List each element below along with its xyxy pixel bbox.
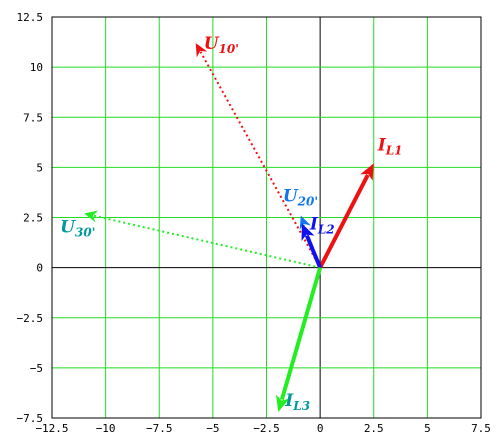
label-main: U <box>60 217 76 237</box>
vector-line-IL1 <box>318 174 370 269</box>
vector-line-U30 <box>93 214 321 269</box>
y-tick-label: 5 <box>36 161 43 174</box>
vector-U10 <box>195 43 321 269</box>
vector-IL1 <box>318 163 374 269</box>
arrowhead-U30 <box>84 210 99 223</box>
vector-IL2 <box>301 223 322 269</box>
arrowhead-U20 <box>299 215 311 230</box>
x-tick-label: −7.5 <box>146 422 173 435</box>
y-tick-label: 0 <box>36 262 43 275</box>
label-main: U <box>204 34 220 54</box>
label-U30: U30' <box>60 217 95 239</box>
label-main: U <box>283 186 299 206</box>
vectors <box>84 43 374 412</box>
vector-line-U10 <box>199 51 321 269</box>
arrowhead-IL1 <box>360 163 374 181</box>
y-axis: 12.5 10 7.5 5 2.5 0 −2.5 −5 −7.5 <box>17 11 44 425</box>
x-tick-label: 0 <box>317 422 324 435</box>
vector-IL3 <box>276 267 323 412</box>
label-main: I <box>284 391 294 411</box>
label-sub: L2 <box>317 223 335 237</box>
x-tick-label: −12.5 <box>35 422 68 435</box>
label-main: I <box>377 135 387 155</box>
x-tick-label: −5 <box>206 422 219 435</box>
arrowhead-IL3 <box>276 394 290 412</box>
x-tick-label: −2.5 <box>253 422 280 435</box>
y-tick-label: −7.5 <box>17 412 44 425</box>
label-sub: 30' <box>75 225 95 239</box>
y-tick-label: 12.5 <box>17 11 44 24</box>
label-IL3: IL3 <box>284 391 310 413</box>
x-tick-label: −10 <box>96 422 116 435</box>
y-tick-label: 10 <box>30 61 43 74</box>
x-tick-label: 7.5 <box>471 422 491 435</box>
vector-line-IL3 <box>279 267 323 401</box>
label-sub: 10' <box>219 42 239 56</box>
label-U10: U10' <box>204 34 239 56</box>
y-tick-label: −5 <box>30 362 43 375</box>
label-main: I <box>309 215 319 235</box>
label-IL2: IL2 <box>309 215 335 237</box>
x-axis: −12.5 −10 −7.5 −5 −2.5 0 2.5 5 7.5 <box>35 422 491 435</box>
label-IL1: IL1 <box>377 135 403 157</box>
label-U20: U20' <box>283 186 318 208</box>
arrowhead-U10 <box>195 43 208 58</box>
y-tick-label: 7.5 <box>23 111 43 124</box>
label-sub: 20' <box>297 194 318 208</box>
vector-line-IL2 <box>305 234 322 269</box>
y-tick-label: 2.5 <box>23 212 43 225</box>
y-tick-label: −2.5 <box>17 312 44 325</box>
vector-U30 <box>84 210 321 269</box>
label-sub: L3 <box>292 399 310 413</box>
label-sub: L1 <box>385 143 403 157</box>
plot-frame <box>51 16 482 419</box>
arrowhead-IL2 <box>301 223 315 241</box>
x-tick-label: 2.5 <box>364 422 384 435</box>
vector-U20 <box>299 215 322 268</box>
x-tick-label: 5 <box>424 422 431 435</box>
